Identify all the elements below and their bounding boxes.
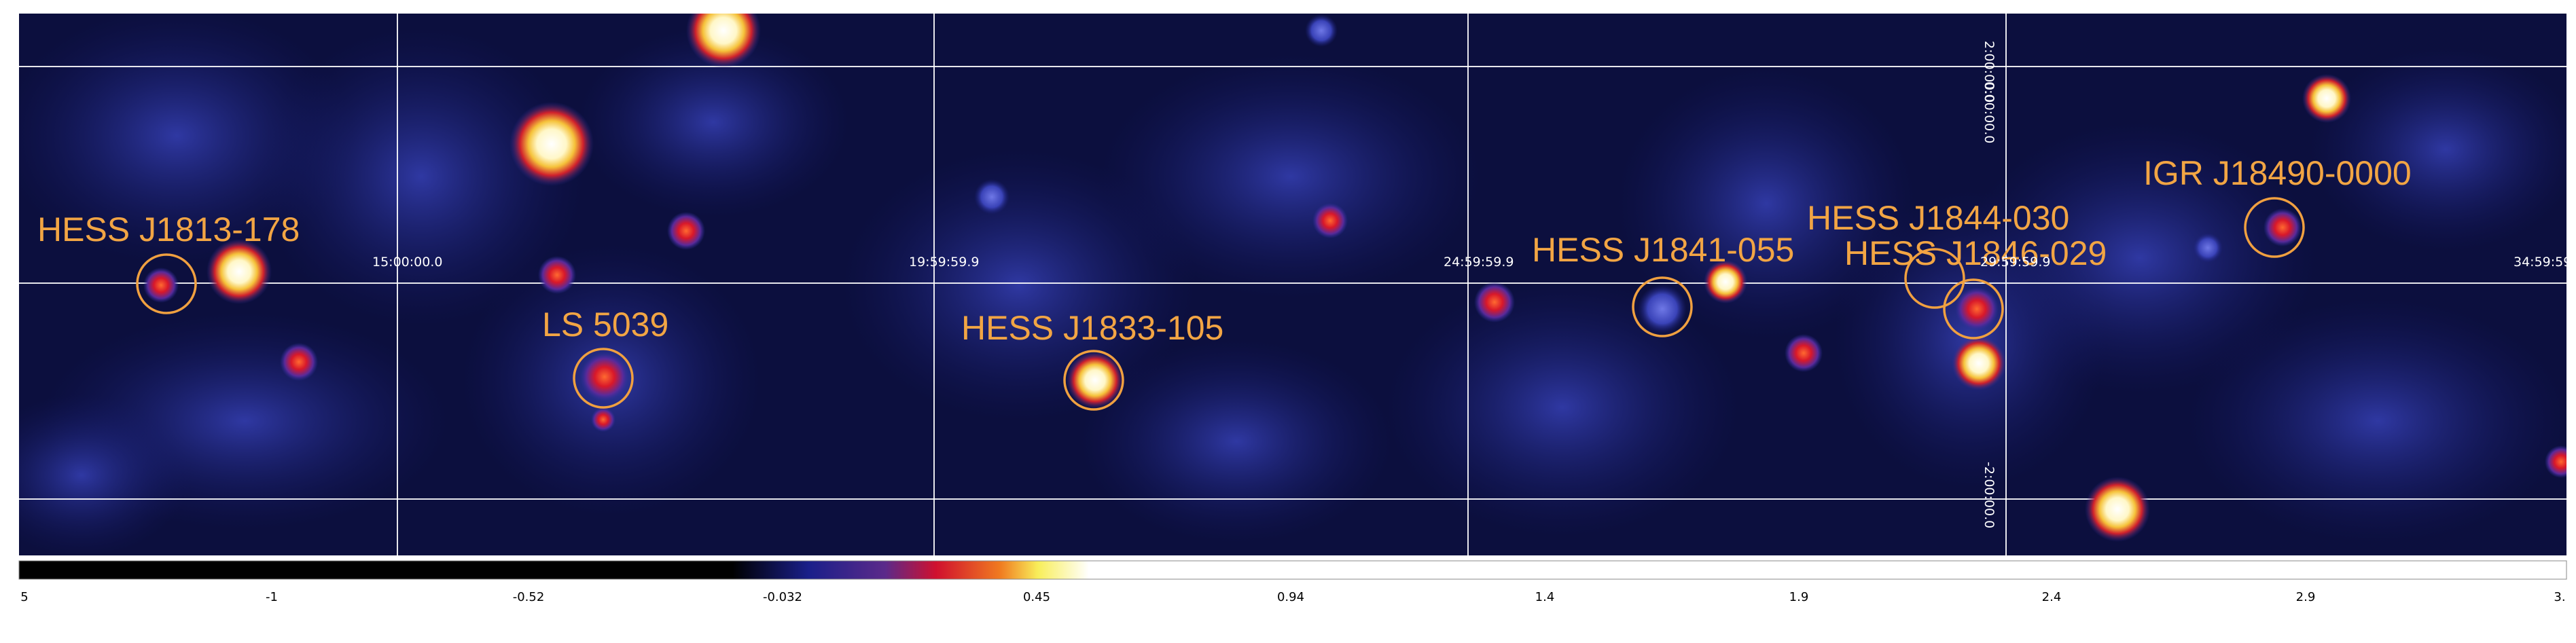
longitude-label: 24:59:59.9 — [1444, 255, 1514, 270]
source-label: HESS J1844-030 — [1807, 199, 2069, 237]
longitude-label: 15:00:00.0 — [372, 255, 442, 270]
longitude-label: 19:59:59.9 — [909, 255, 979, 270]
colorbar — [18, 560, 2567, 580]
colorbar-tick: 1.4 — [1535, 590, 1555, 604]
source-label: LS 5039 — [542, 306, 668, 344]
latitude-labels: 2:00:00.0 0:00:00.0 -2:00:00.0 — [1982, 41, 1997, 528]
latitude-label: 0:00:00.0 — [1982, 81, 1997, 143]
source-label: IGR J18490-0000 — [2143, 154, 2412, 192]
colorbar-tick: 3. — [2554, 590, 2565, 604]
colorbar-tick: 0.45 — [1023, 590, 1050, 604]
colorbar-tick: 5 — [20, 590, 28, 604]
latitude-label: 2:00:00.0 — [1982, 41, 1997, 103]
colorbar-tick: -0.032 — [763, 590, 802, 604]
longitude-label: 29:59:59.9 — [1980, 255, 2050, 270]
source-label: HESS J1846-029 — [1844, 234, 2107, 272]
colorbar-ticks: 5 -1 -0.52 -0.032 0.45 0.94 1.4 1.9 2.4 … — [20, 590, 2565, 604]
source-blobs — [143, 14, 2566, 542]
colorbar-tick: 2.9 — [2296, 590, 2316, 604]
colorbar-tick: -0.52 — [513, 590, 545, 604]
source-label: HESS J1813-178 — [37, 210, 300, 249]
source-labels: HESS J1813-178 LS 5039 HESS J1833-105 HE… — [37, 154, 2412, 347]
source-label: HESS J1833-105 — [961, 309, 1223, 347]
longitude-label: 34:59:59 — [2514, 255, 2571, 270]
diffuse-emission — [19, 14, 2566, 555]
colorbar-tick: 2.4 — [2042, 590, 2062, 604]
source-label: HESS J1841-055 — [1532, 231, 1794, 269]
colorbar-tick: -1 — [266, 590, 278, 604]
latitude-label: -2:00:00.0 — [1982, 462, 1997, 528]
colorbar-tick: 0.94 — [1277, 590, 1304, 604]
source-rings — [136, 197, 2305, 411]
longitude-labels: 15:00:00.0 19:59:59.9 24:59:59.9 29:59:5… — [372, 255, 2571, 270]
colorbar-tick: 1.9 — [1789, 590, 1809, 604]
